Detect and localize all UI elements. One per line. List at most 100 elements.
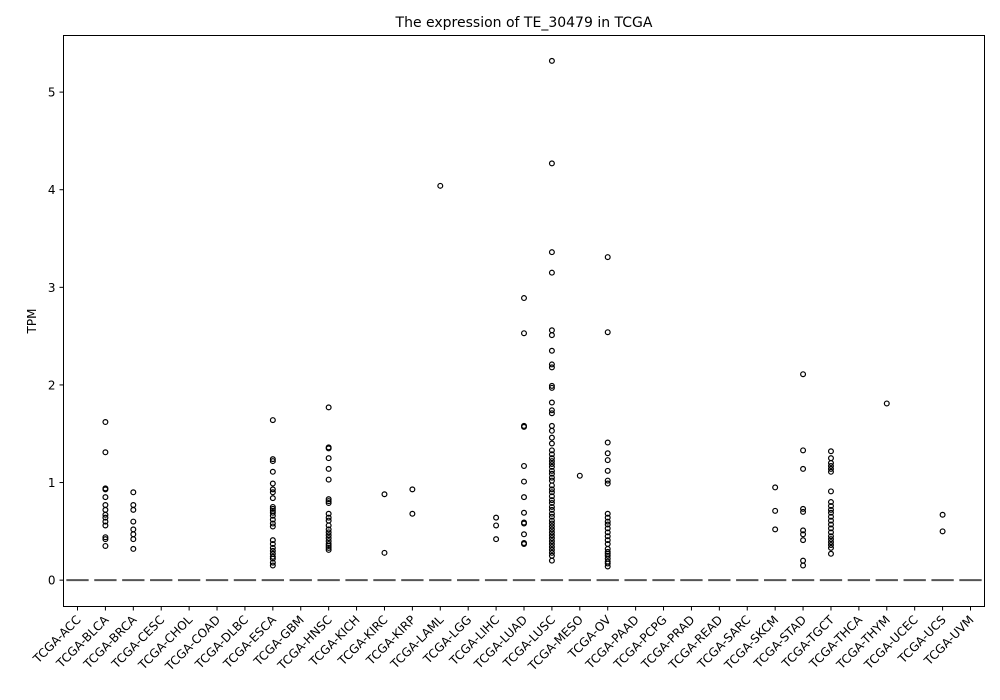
outlier-point	[939, 528, 946, 535]
y-axis: 0 1 2 3 4 5	[48, 86, 64, 588]
outlier-point	[102, 522, 109, 529]
outlier-point	[827, 544, 834, 551]
outlier-point	[269, 520, 276, 527]
outlier-point	[827, 506, 834, 513]
outlier-point	[548, 493, 555, 500]
outlier-point	[548, 384, 555, 391]
outlier-point	[520, 531, 527, 538]
outlier-point	[827, 542, 834, 549]
outlier-point	[325, 476, 332, 483]
outlier-point	[548, 513, 555, 520]
outlier-point	[102, 501, 109, 508]
box-group	[261, 417, 285, 582]
outlier-point	[604, 537, 611, 544]
outlier-point	[548, 458, 555, 465]
outlier-point	[827, 455, 834, 462]
box-group	[512, 295, 536, 582]
outlier-point	[325, 455, 332, 462]
outlier-point	[548, 447, 555, 454]
outlier-point	[548, 482, 555, 489]
outlier-point	[269, 468, 276, 475]
outlier-point	[130, 536, 137, 543]
outlier-point	[269, 523, 276, 530]
outlier-point	[269, 544, 276, 551]
x-axis: TCGA-ACCTCGA-BLCATCGA-BRCATCGA-CESCTCGA-…	[30, 606, 977, 674]
outlier-point	[269, 417, 276, 424]
box-group	[401, 486, 424, 582]
outlier-point	[325, 541, 332, 548]
outlier-point	[548, 427, 555, 434]
outlier-point	[827, 513, 834, 520]
outlier-point	[548, 503, 555, 510]
chart-title: The expression of TE_30479 in TCGA	[395, 15, 653, 31]
outlier-point	[269, 458, 276, 465]
outlier-point	[269, 547, 276, 554]
outlier-point	[548, 474, 555, 481]
outlier-point	[548, 332, 555, 339]
outlier-point	[800, 531, 807, 538]
outlier-point	[883, 400, 890, 407]
box-group	[94, 419, 117, 582]
outlier-point	[520, 295, 527, 302]
outlier-point	[520, 330, 527, 337]
y-tick-label: 3	[48, 281, 56, 295]
outlier-point	[325, 546, 332, 553]
outlier-point	[827, 468, 834, 475]
outlier-point	[800, 447, 807, 454]
outlier-point	[520, 423, 527, 430]
outlier-point	[325, 445, 332, 452]
outlier-point	[604, 518, 611, 525]
outlier-point	[548, 489, 555, 496]
outlier-point	[102, 506, 109, 513]
outlier-point	[269, 480, 276, 487]
outlier-point	[827, 536, 834, 543]
outlier-point	[548, 497, 555, 504]
outlier-point	[520, 520, 527, 527]
outlier-point	[548, 249, 555, 256]
outlier-point	[130, 531, 137, 538]
outlier-point	[827, 448, 834, 455]
outlier-point	[548, 410, 555, 417]
box-group	[931, 511, 954, 582]
outlier-point	[493, 514, 500, 521]
outlier-point	[493, 522, 500, 529]
outlier-point	[800, 371, 807, 378]
outlier-point	[548, 463, 555, 470]
outlier-point	[269, 456, 276, 463]
outlier-point	[269, 495, 276, 502]
outlier-point	[548, 486, 555, 493]
outlier-point	[325, 404, 332, 411]
outlier-point	[130, 501, 137, 508]
outlier-point	[269, 537, 276, 544]
outlier-point	[269, 512, 276, 519]
outlier-point	[548, 269, 555, 276]
outlier-point	[548, 549, 555, 556]
outlier-point	[604, 457, 611, 464]
axes-frame	[63, 35, 985, 607]
outlier-point	[827, 509, 834, 516]
outlier-point	[548, 510, 555, 517]
outlier-point	[548, 517, 555, 524]
outlier-point	[576, 472, 583, 479]
outlier-point	[130, 489, 137, 496]
outlier-point	[827, 550, 834, 557]
outlier-point	[269, 503, 276, 510]
outlier-point	[548, 467, 555, 474]
y-tick-label: 1	[48, 476, 56, 490]
outlier-point	[102, 534, 109, 541]
box-group	[875, 400, 898, 582]
outlier-point	[548, 557, 555, 564]
outlier-point	[520, 541, 527, 548]
outlier-point	[520, 509, 527, 516]
outlier-point	[827, 521, 834, 528]
outlier-point	[548, 543, 555, 550]
outlier-point	[102, 514, 109, 521]
box-group	[484, 514, 508, 582]
outlier-point	[269, 489, 276, 496]
outlier-point	[381, 549, 388, 556]
outlier-point	[548, 541, 555, 548]
outlier-point	[548, 399, 555, 406]
box-group	[763, 484, 787, 582]
outlier-point	[548, 506, 555, 513]
outlier-point	[827, 502, 834, 509]
